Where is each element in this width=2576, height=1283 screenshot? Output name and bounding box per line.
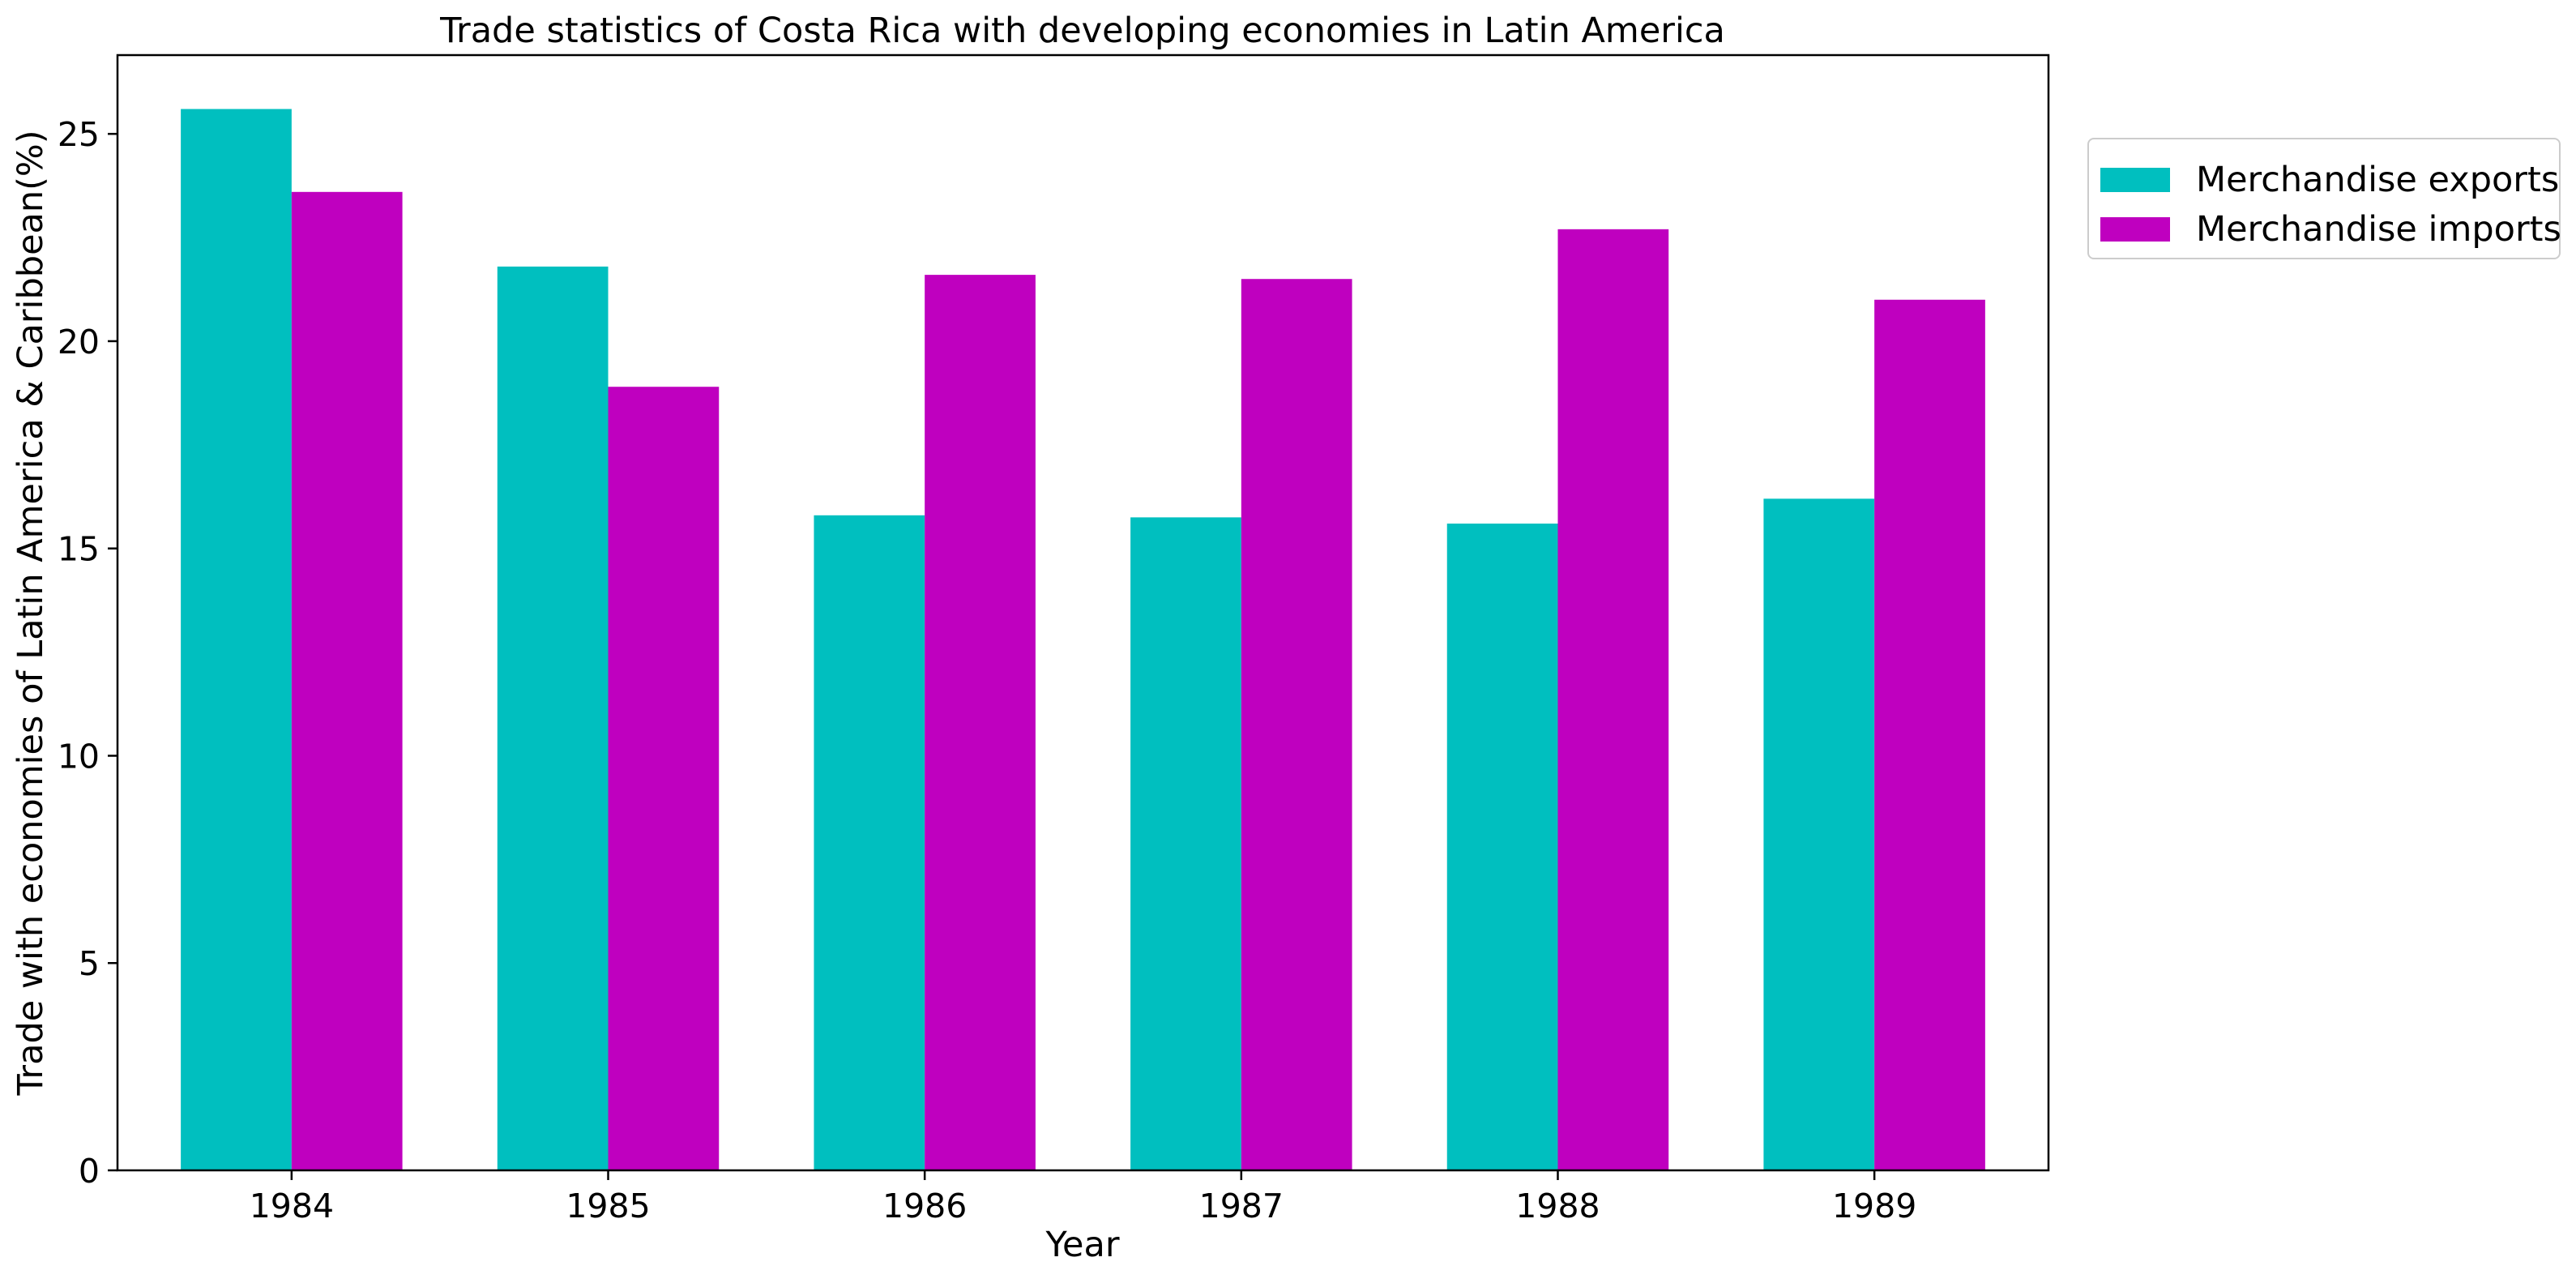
legend-item-exports: Merchandise exports [2100, 160, 2559, 200]
y-axis-label: Trade with economies of Latin America & … [11, 130, 51, 1096]
x-tick-label: 1986 [882, 1187, 967, 1225]
legend-swatch-imports [2100, 217, 2170, 242]
x-tick-label: 1987 [1199, 1187, 1284, 1225]
x-tick-label: 1989 [1832, 1187, 1916, 1225]
bar-imports-1987 [1241, 279, 1352, 1171]
bar-exports-1987 [1130, 517, 1241, 1170]
bar-imports-1985 [608, 387, 720, 1170]
plot-frame [116, 53, 2050, 1172]
y-axis: 0 5 10 15 20 25 [58, 115, 117, 1191]
bars-layer [181, 109, 1985, 1171]
y-tick-label: 5 [79, 944, 100, 983]
x-axis: 1984 1985 1986 1987 1988 1989 [250, 1170, 1916, 1225]
x-tick-label: 1985 [566, 1187, 650, 1225]
bar-exports-1986 [814, 515, 925, 1170]
legend-label-imports: Merchandise imports [2196, 209, 2561, 250]
legend-item-imports: Merchandise imports [2100, 209, 2561, 250]
x-tick-label: 1988 [1515, 1187, 1600, 1225]
x-tick-label: 1984 [250, 1187, 334, 1225]
chart-title: Trade statistics of Costa Rica with deve… [439, 11, 1725, 51]
bar-imports-1984 [291, 191, 403, 1170]
bar-imports-1989 [1874, 299, 1985, 1170]
y-tick-label: 10 [58, 737, 100, 776]
legend: Merchandise exports Merchandise imports [2087, 138, 2561, 259]
bar-exports-1989 [1763, 498, 1875, 1170]
legend-label-exports: Merchandise exports [2196, 160, 2560, 200]
y-tick-label: 20 [58, 323, 100, 361]
y-tick-label: 25 [58, 115, 100, 154]
bar-exports-1988 [1446, 524, 1558, 1170]
bar-exports-1985 [497, 266, 609, 1170]
y-tick-label: 0 [79, 1152, 100, 1191]
bar-imports-1988 [1557, 229, 1669, 1171]
bar-imports-1986 [925, 275, 1036, 1171]
bar-exports-1984 [181, 109, 292, 1170]
x-axis-label: Year [1044, 1225, 1119, 1265]
y-tick-label: 15 [58, 530, 100, 569]
legend-swatch-exports [2100, 168, 2170, 192]
